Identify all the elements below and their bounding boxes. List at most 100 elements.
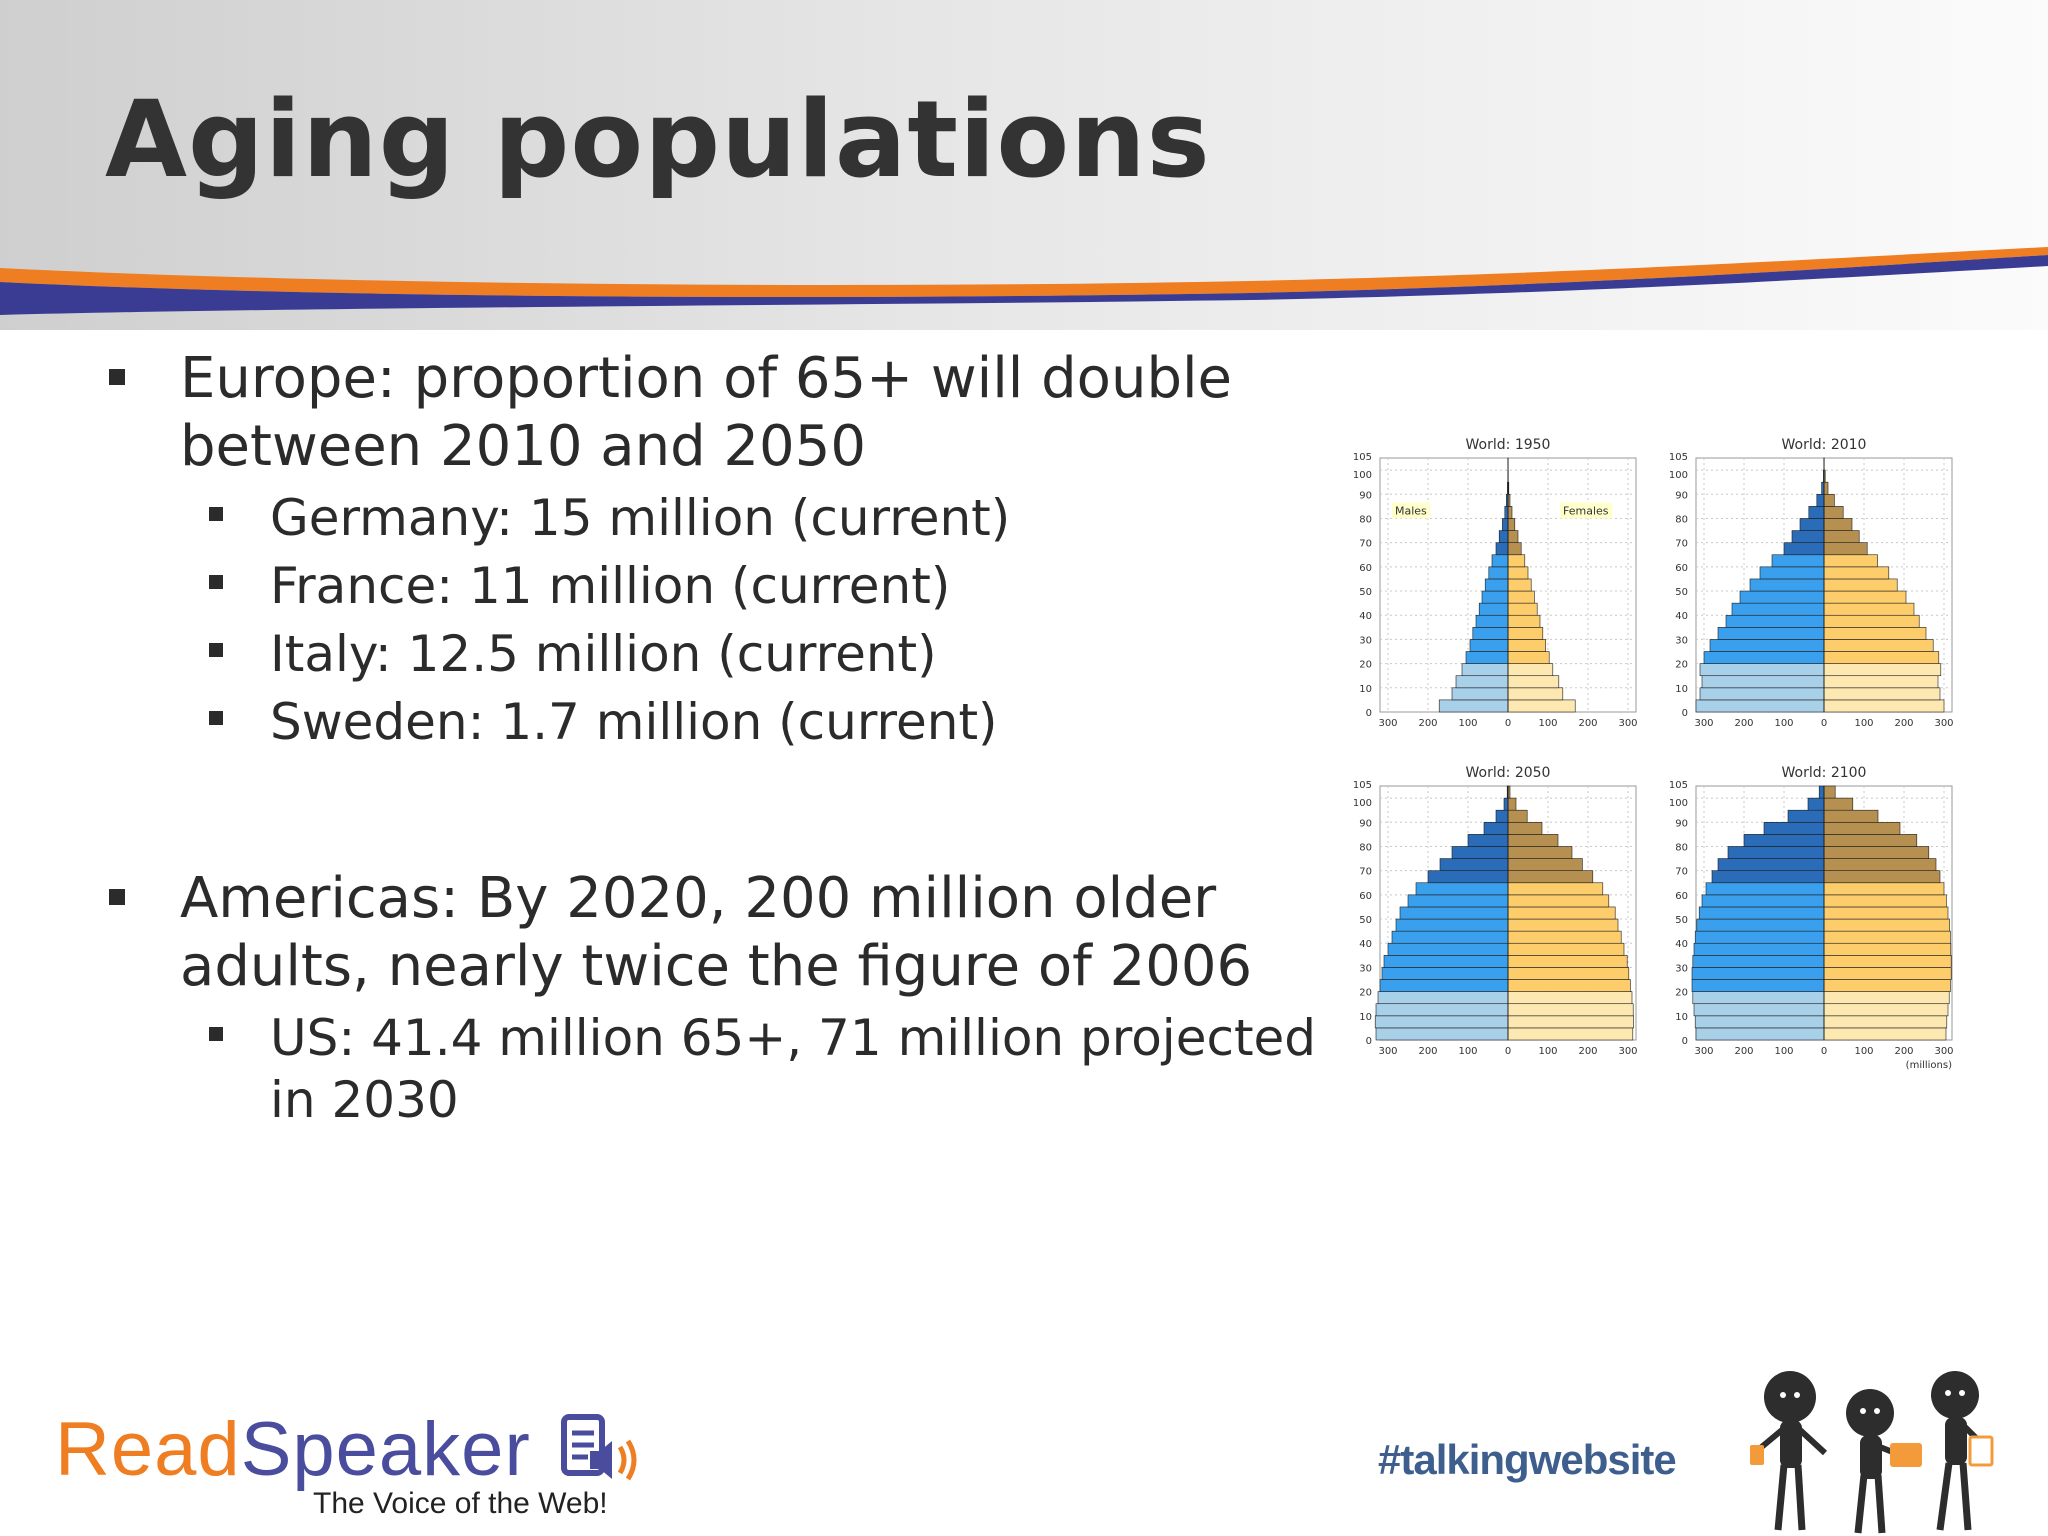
bar-male-60-64: [1491, 554, 1509, 568]
mascot-figures: [1750, 1371, 1994, 1534]
y-tick-label: 50: [1675, 915, 1688, 926]
bar-male-50-54: [1749, 578, 1825, 592]
label-females: Females: [1563, 504, 1609, 517]
bar-male-0-4: [1438, 699, 1509, 713]
sub-bullet-france: France: 11 million (current): [105, 555, 1335, 617]
label-bg-males: [1392, 502, 1430, 519]
y-tick-label: 0: [1682, 708, 1688, 719]
y-tick-label: 40: [1359, 939, 1372, 950]
x-tick-label: 0: [1505, 718, 1511, 729]
y-tick-label: 60: [1359, 891, 1372, 902]
bar-female-15-19: [1507, 991, 1633, 1005]
bar-female-55-59: [1823, 566, 1890, 580]
bar-male-90-94: [1787, 809, 1825, 823]
logo-speaker: Speaker: [240, 1407, 531, 1492]
x-tick-label: 300: [1694, 718, 1713, 729]
bar-male-60-64: [1771, 554, 1825, 568]
bar-male-0-4: [1695, 699, 1825, 713]
y-tick-label: 90: [1359, 490, 1372, 501]
sub-bullet-text: US: 41.4 million 65+, 71 million project…: [270, 1009, 1317, 1129]
bar-male-0-4: [1375, 1027, 1509, 1041]
x-tick-label: 100: [1458, 718, 1477, 729]
speaker-icon: [561, 1414, 637, 1481]
bar-female-40-44: [1507, 930, 1622, 944]
logo-read: Read: [55, 1407, 241, 1492]
sub-bullet-sweden: Sweden: 1.7 million (current): [105, 691, 1335, 753]
bar-male-60-64: [1705, 882, 1825, 896]
bar-male-20-24: [1379, 979, 1509, 992]
bar-male-45-49: [1481, 590, 1509, 604]
bar-male-35-39: [1725, 614, 1825, 628]
sub-bullet-marker: [209, 507, 223, 521]
bar-male-85-89: [1483, 821, 1509, 835]
mascot-phone: [1750, 1445, 1764, 1465]
bar-female-55-59: [1507, 894, 1610, 908]
mascot-figure-1: [1756, 1371, 1828, 1531]
bar-female-85-89: [1823, 821, 1901, 835]
bar-female-0-4: [1823, 1027, 1947, 1041]
bar-female-5-9: [1823, 1015, 1948, 1029]
y-tick-label: 80: [1675, 514, 1688, 525]
bar-female-0-4: [1507, 1027, 1634, 1041]
bar-male-35-39: [1387, 942, 1509, 956]
slide-title: Aging populations: [105, 78, 1211, 201]
x-tick-label: 100: [1774, 1046, 1793, 1057]
swoosh-blue: [0, 255, 2048, 315]
bar-female-15-19: [1507, 663, 1554, 677]
sub-bullet-marker: [209, 575, 223, 589]
y-tick-label: 20: [1359, 660, 1372, 671]
bar-male-10-14: [1693, 1003, 1825, 1017]
bar-male-55-59: [1701, 894, 1825, 908]
bar-female-70-74: [1823, 530, 1860, 543]
y-tick-label: 10: [1359, 684, 1372, 695]
bar-female-100+: [1823, 785, 1836, 799]
logo-wordmark: ReadSpeaker: [55, 1405, 531, 1495]
bullet-europe: Europe: proportion of 65+ will double be…: [105, 345, 1335, 481]
bar-male-15-19: [1699, 663, 1825, 677]
bar-female-10-14: [1507, 1003, 1634, 1017]
bar-male-5-9: [1694, 1015, 1825, 1029]
bar-male-75-79: [1451, 846, 1509, 859]
x-tick-label: 200: [1418, 718, 1437, 729]
bar-female-75-79: [1507, 518, 1516, 531]
y-tick-label: 105: [1669, 780, 1688, 791]
sub-bullet-text: France: 11 million (current): [270, 557, 951, 615]
bar-male-75-79: [1502, 518, 1509, 531]
bar-female-90-94: [1823, 481, 1829, 495]
x-tick-label: 300: [1618, 1046, 1637, 1057]
x-tick-label: 100: [1854, 1046, 1873, 1057]
x-tick-label: 200: [1894, 718, 1913, 729]
bar-female-70-74: [1507, 858, 1583, 871]
bar-female-60-64: [1823, 554, 1878, 568]
bar-male-65-69: [1427, 870, 1509, 884]
bar-male-25-29: [1469, 639, 1509, 652]
x-tick-label: 0: [1821, 718, 1827, 729]
bar-male-65-69: [1711, 870, 1825, 884]
pyramid-chart-1: World: 1950 0 10 20 30 40 50 60 70 80 90 100 105 300 2…: [1353, 437, 1638, 729]
x-tick-label: 300: [1934, 1046, 1953, 1057]
bar-male-25-29: [1709, 639, 1825, 652]
bar-male-80-84: [1808, 506, 1825, 519]
y-tick-label: 10: [1675, 684, 1688, 695]
y-tick-label: 100: [1669, 470, 1688, 481]
y-tick-label: 60: [1675, 563, 1688, 574]
mascot-figure-2: [1846, 1389, 1907, 1534]
bullet-marker: [109, 889, 125, 905]
y-tick-label: 90: [1359, 818, 1372, 829]
bar-female-20-24: [1507, 979, 1631, 992]
y-tick-label: 0: [1366, 708, 1372, 719]
bar-male-10-14: [1455, 675, 1509, 689]
x-unit-label: (millions): [1906, 1060, 1952, 1071]
x-tick-label: 200: [1734, 1046, 1753, 1057]
bar-male-0-4: [1695, 1027, 1825, 1041]
bar-male-15-19: [1461, 663, 1509, 677]
chart-title: World: 2100: [1782, 765, 1867, 781]
bar-female-95-99: [1507, 797, 1517, 811]
bar-male-40-44: [1694, 930, 1825, 944]
bar-female-50-54: [1507, 906, 1616, 920]
bar-female-40-44: [1823, 602, 1915, 616]
y-tick-label: 70: [1675, 867, 1688, 878]
bar-female-35-39: [1507, 942, 1625, 956]
bar-female-10-14: [1823, 1003, 1949, 1017]
y-tick-label: 105: [1353, 780, 1372, 791]
